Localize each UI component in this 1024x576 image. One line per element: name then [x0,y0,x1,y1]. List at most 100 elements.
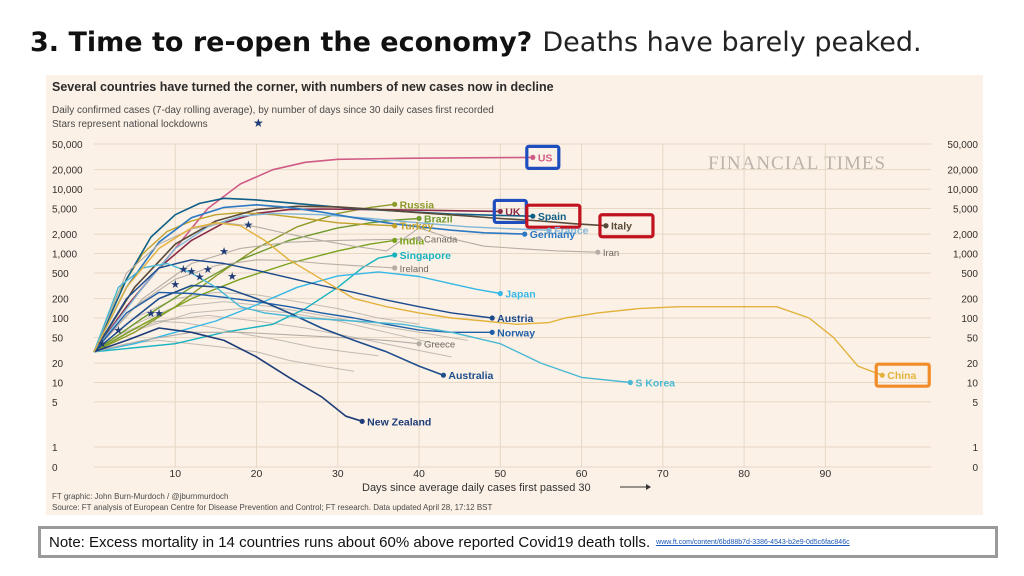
label-japan: Japan [505,289,535,301]
background-country-line [93,301,468,353]
note-box: Note: Excess mortality in 14 countries r… [38,526,998,558]
endpoint-iran [595,249,601,255]
y-axis-labels: 0 0 1 1 5 5 10 10 20 20 50 50 100 100 200 200 500 500 1,00… [52,140,978,474]
lockdown-star-legend: ★ [253,116,264,130]
y-tick-label-right: 20,000 [947,166,978,177]
endpoint-s-korea [627,379,633,386]
lockdown-star: ★ [97,338,107,351]
chart-footer-credit: FT graphic: John Burn-Murdoch / @jburnmu… [52,492,229,501]
line-france [93,212,550,353]
country-lines [93,156,883,423]
ft-brand-watermark: FINANCIAL TIMES [708,153,886,174]
lockdown-star: ★ [178,263,188,276]
y-tick-label-left: 1 [52,443,58,454]
y-tick-label-left: 20 [52,359,64,370]
endpoint-uk [497,208,503,215]
label-singapore: Singapore [400,250,452,262]
y-tick-label-right: 2,000 [953,230,978,241]
y-tick-label-right: 0 [972,463,978,474]
y-tick-label-right: 10 [967,379,979,390]
y-tick-label-left: 5,000 [52,204,77,215]
line-italy [93,205,607,353]
x-tick-label: 20 [251,468,263,480]
line-germany [93,204,525,353]
x-tick-label: 10 [169,468,181,480]
y-tick-label-left: 50,000 [52,140,83,151]
label-norway: Norway [497,327,535,339]
endpoint-canada [416,236,422,242]
label-spain: Spain [538,211,567,223]
endpoint-australia [440,372,447,378]
x-tick-label: 80 [738,468,750,480]
background-country-line [93,291,420,353]
label-france: France [554,225,589,237]
endpoint-norway [489,329,495,335]
covid-cases-chart: Several countries have turned the corner… [52,80,978,512]
y-tick-label-right: 1 [972,443,978,454]
x-axis-title: Days since average daily cases first pas… [362,482,591,494]
line-canada [93,238,420,353]
y-tick-label-left: 50 [52,333,64,344]
x-tick-label: 60 [576,468,588,480]
line-india [93,239,395,353]
lockdown-star: ★ [187,265,197,278]
y-tick-label-left: 20,000 [52,166,83,177]
endpoint-brazil [416,215,422,222]
slide-title-bold: 3. Time to re-open the economy? [30,27,533,58]
y-tick-label-left: 1,000 [52,250,77,261]
highlight-box-spain [525,203,582,229]
label-us: US [538,152,553,164]
line-new-zealand [93,327,363,423]
y-tick-label-left: 500 [52,269,69,280]
line-iran [93,222,598,353]
note-text: Note: Excess mortality in 14 countries r… [49,533,651,551]
background-country-line [93,339,355,372]
endpoint-turkey [392,223,398,229]
label-new-zealand: New Zealand [367,416,431,428]
y-tick-label-right: 50,000 [947,140,978,151]
slide-title-normal: Deaths have barely peaked. [542,27,922,58]
label-turkey: Turkey [400,221,434,233]
chart-subtitle-2: Stars represent national lockdowns [52,119,208,130]
y-tick-label-right: 10,000 [947,185,978,196]
y-tick-label-left: 10,000 [52,185,83,196]
label-italy: Italy [611,221,632,233]
x-axis-labels: 10 20 30 40 50 60 70 80 90 [169,468,831,480]
y-tick-label-right: 20 [967,359,979,370]
endpoint-us [530,154,536,160]
chart-subtitle-1: Daily confirmed cases (7-day rolling ave… [52,105,494,116]
x-tick-label: 40 [413,468,425,480]
slide-title: 3. Time to re-open the economy? Deaths ha… [30,20,922,66]
y-tick-label-left: 2,000 [52,230,77,241]
label-ireland: Ireland [400,264,429,275]
note-link[interactable]: www.ft.com/content/6bd88b7d-3386-4543-b2… [656,538,850,546]
lockdown-star: ★ [146,307,156,320]
endpoint-russia [392,201,398,207]
label-canada: Canada [424,235,458,246]
highlight-box-us [525,144,561,170]
y-tick-label-right: 100 [961,314,978,325]
label-s-korea: S Korea [635,378,675,390]
lockdown-star: ★ [203,263,213,276]
lockdown-star: ★ [227,270,237,283]
label-australia: Australia [448,370,493,382]
endpoint-ireland [392,265,398,271]
label-brazil: Brazil [424,213,453,225]
lockdown-star: ★ [154,307,164,320]
background-country-line [93,314,452,358]
line-china [93,222,883,376]
y-tick-label-right: 200 [961,295,978,306]
lockdown-star: ★ [195,271,205,284]
label-iran: Iran [603,248,619,259]
highlight-box-italy [598,213,655,239]
line-spain [93,197,533,353]
x-axis-arrow [620,484,651,490]
endpoint-greece [416,341,422,347]
y-tick-label-right: 5 [972,398,978,409]
highlight-box-china [874,362,931,388]
y-tick-label-left: 5 [52,398,58,409]
y-tick-label-right: 50 [967,333,979,344]
y-tick-label-right: 1,000 [953,250,978,261]
line-s-korea [93,262,631,384]
